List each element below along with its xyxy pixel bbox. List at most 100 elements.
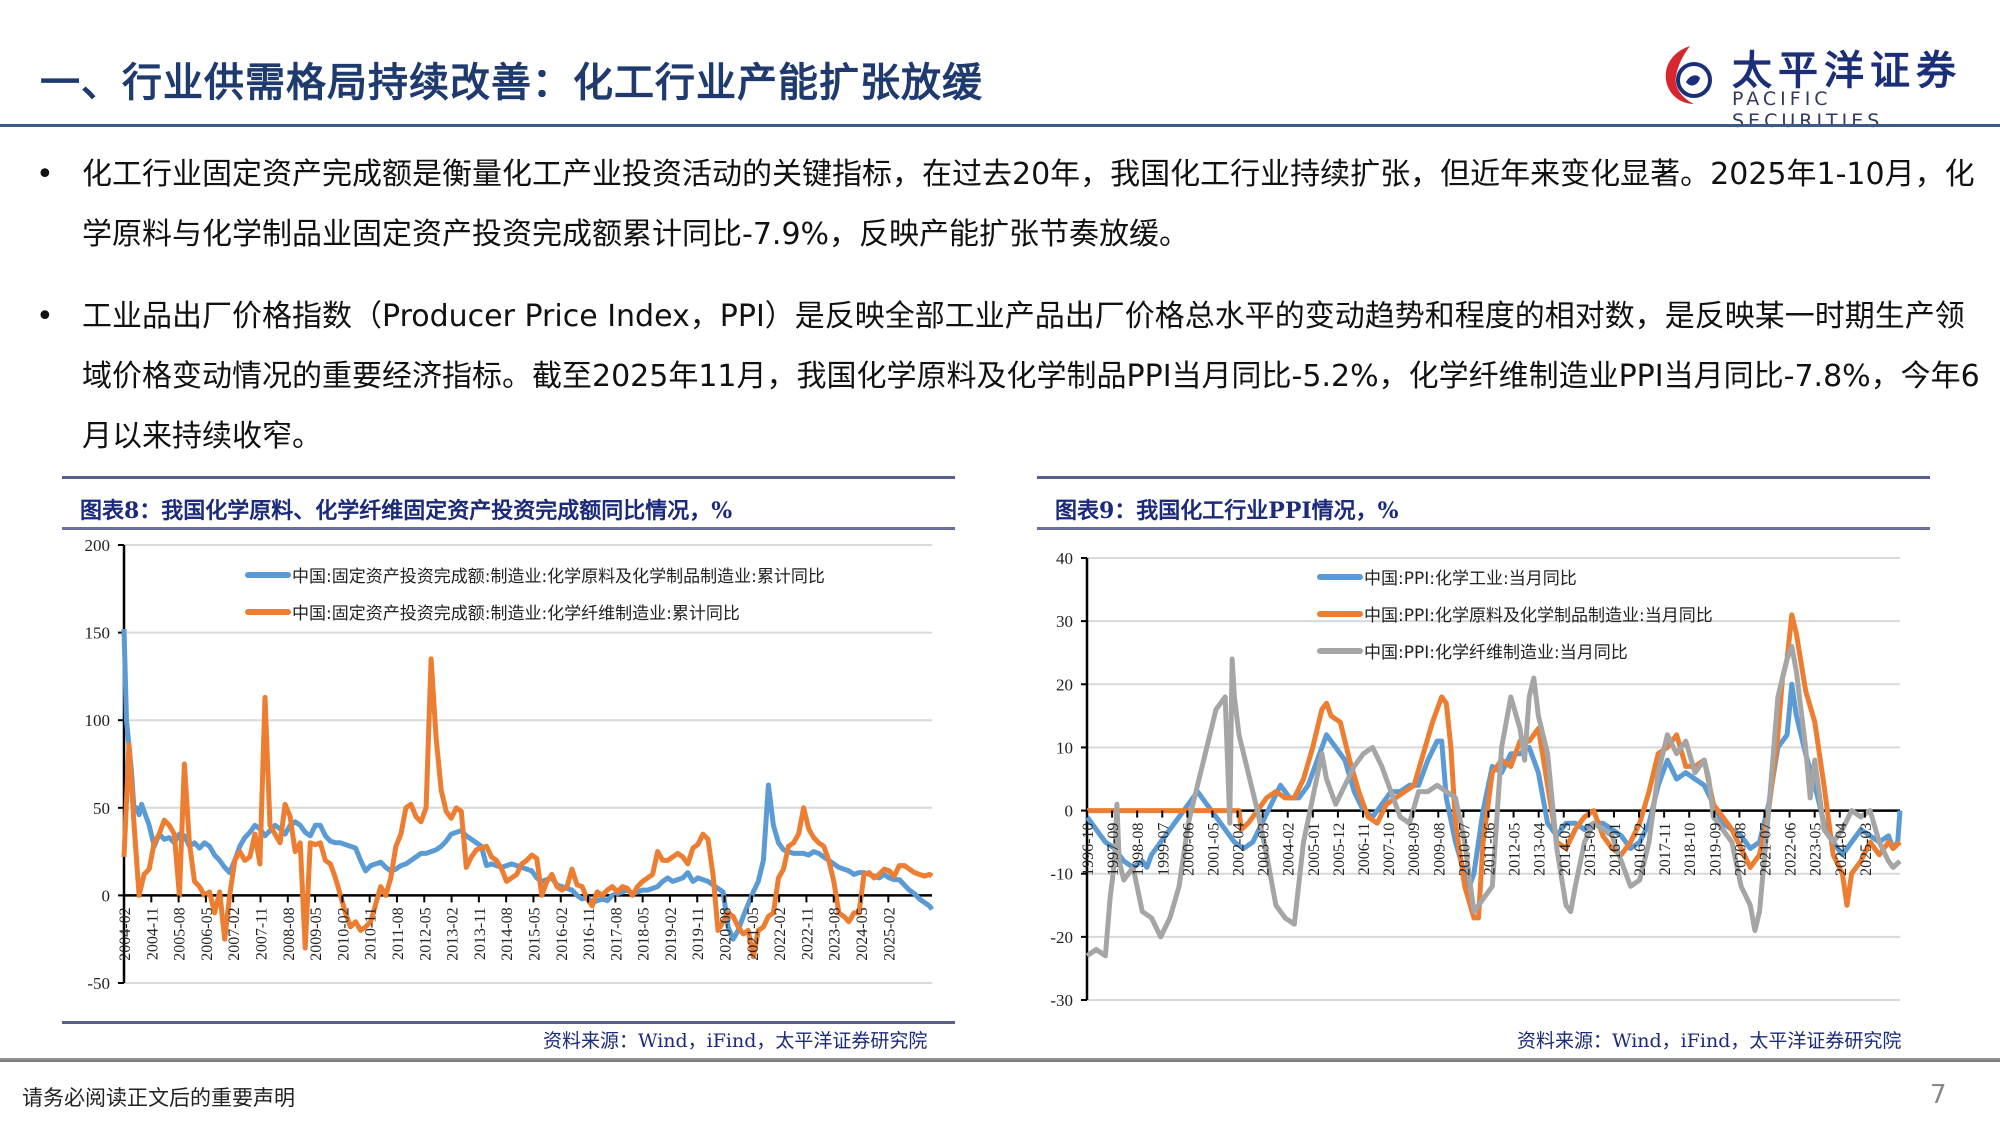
bullet-dot-icon: • xyxy=(36,157,54,192)
x-tick-label: 2024-05 xyxy=(854,907,871,960)
x-tick-label: 2002-04 xyxy=(1231,823,1248,876)
x-tick-label: 2016-02 xyxy=(554,907,571,960)
x-tick-label: 2014-08 xyxy=(499,907,516,960)
bullet-list: • 化工行业固定资产完成额是衡量化工产业投资活动的关键指标，在过去20年，我国化… xyxy=(30,145,1980,467)
x-tick-label: 2015-02 xyxy=(1582,823,1599,876)
x-tick-label: 2010-02 xyxy=(335,907,352,960)
x-tick-label: 2008-09 xyxy=(1406,823,1423,876)
x-tick-label: 2012-05 xyxy=(1507,823,1524,876)
chart-source: 资料来源：Wind，iFind，太平洋证券研究院 xyxy=(1517,1030,1902,1052)
x-tick-label: 2018-10 xyxy=(1682,823,1699,876)
series-line-2 xyxy=(1085,643,1902,959)
chart-panel-8: 图表8：我国化学原料、化学纤维固定资产投资完成额同比情况，% xyxy=(62,476,955,530)
x-tick-label: 2004-11 xyxy=(144,907,161,960)
x-tick-label: 2018-05 xyxy=(636,907,653,960)
x-tick-label: 2011-08 xyxy=(390,907,407,960)
x-tick-label: 2003-03 xyxy=(1256,823,1273,876)
x-tick-label: 2024-04 xyxy=(1833,823,1850,876)
y-tick-label: -20 xyxy=(1050,928,1073,947)
chart-9-chemical-ppi: 40 30 20 10 0 -10 -20 -30 1996-10 1997-09 1998-08 1… xyxy=(1050,549,1903,1010)
x-tick-label: 2020-08 xyxy=(718,907,735,960)
chart-title: 图表9：我国化工行业PPI情况，% xyxy=(1055,498,1399,524)
x-tick-label: 2011-06 xyxy=(1481,823,1498,876)
x-tick-label: 2019-02 xyxy=(663,907,680,960)
x-tick-label: 2022-11 xyxy=(799,907,816,960)
x-tick-label: 2010-07 xyxy=(1456,823,1473,876)
bullet-dot-icon: • xyxy=(36,299,54,334)
y-tick-label: 0 xyxy=(1065,802,1074,821)
legend-label: 中国:PPI:化学工业:当月同比 xyxy=(1364,569,1577,589)
x-tick-label: 2006-11 xyxy=(1356,823,1373,876)
bullet-text: 工业品出厂价格指数（Producer Price Index，PPI）是反映全部… xyxy=(82,299,1980,454)
x-tick-label: 2019-09 xyxy=(1707,823,1724,876)
bullet-text: 化工行业固定资产完成额是衡量化工产业投资活动的关键指标，在过去20年，我国化工行… xyxy=(82,157,1975,252)
x-tick-label: 2023-08 xyxy=(827,907,844,960)
x-tick-label: 2019-11 xyxy=(690,907,707,960)
x-tick-label: 2017-11 xyxy=(1657,823,1674,876)
x-tick-label: 2013-11 xyxy=(472,907,489,960)
x-tick-label: 2012-05 xyxy=(417,907,434,960)
chart-title: 图表8：我国化学原料、化学纤维固定资产投资完成额同比情况，% xyxy=(80,498,733,524)
bullet-item: • 化工行业固定资产完成额是衡量化工产业投资活动的关键指标，在过去20年，我国化… xyxy=(30,145,1980,265)
x-tick-label: 2009-05 xyxy=(308,907,325,960)
y-tick-label: 200 xyxy=(85,536,111,555)
x-tick-label: 1996-10 xyxy=(1080,823,1097,876)
series-line-1 xyxy=(121,656,934,960)
y-tick-label: 40 xyxy=(1056,549,1073,568)
footer-disclaimer: 请务必阅读正文后的重要声明 xyxy=(22,1086,295,1110)
x-tick-label: 2025-02 xyxy=(881,907,898,960)
panel-title-rule xyxy=(1037,527,1930,530)
x-tick-label: 2016-01 xyxy=(1607,823,1624,876)
footer-divider xyxy=(0,1058,2000,1062)
panel-bottom-rule xyxy=(62,1021,955,1024)
y-tick-label: -10 xyxy=(1050,865,1073,884)
x-tick-label: 2021-07 xyxy=(1758,823,1775,876)
x-tick-label: 2022-06 xyxy=(1783,823,1800,876)
panel-top-rule xyxy=(62,476,955,479)
x-tick-label: 2006-05 xyxy=(199,907,216,960)
panel-top-rule xyxy=(1037,476,1930,479)
x-tick-label: 1999-07 xyxy=(1155,823,1172,876)
x-tick-label: 2013-02 xyxy=(445,907,462,960)
y-tick-label: -30 xyxy=(1050,991,1073,1010)
x-tick-label: 2009-08 xyxy=(1431,823,1448,876)
x-tick-label: 2023-05 xyxy=(1808,823,1825,876)
panel-title-rule xyxy=(62,527,955,530)
x-tick-label: 2007-02 xyxy=(226,907,243,960)
legend-label: 中国:固定资产投资完成额:制造业:化学纤维制造业:累计同比 xyxy=(292,604,740,624)
x-tick-label: 2017-08 xyxy=(608,907,625,960)
chart-8-fixed-asset-investment: 200 150 100 50 0 -50 2004-02 2004-11 2005-08 2006… xyxy=(85,536,935,993)
pacific-securities-logo-icon xyxy=(1665,46,1712,104)
chart-panel-9: 图表9：我国化工行业PPI情况，% xyxy=(1037,476,1930,530)
x-tick-label: 2008-08 xyxy=(281,907,298,960)
x-tick-label: 2007-11 xyxy=(253,907,270,960)
x-tick-label: 2004-02 xyxy=(1281,823,1298,876)
header-divider xyxy=(0,124,2000,127)
y-tick-label: 0 xyxy=(102,886,111,905)
y-tick-label: 150 xyxy=(85,624,111,643)
page-number: 7 xyxy=(1930,1080,1947,1110)
chart-source: 资料来源：Wind，iFind，太平洋证券研究院 xyxy=(543,1030,928,1052)
page-title: 一、行业供需格局持续改善：化工行业产能扩张放缓 xyxy=(40,60,983,106)
legend-label: 中国:PPI:化学原料及化学制品制造业:当月同比 xyxy=(1364,606,1713,626)
x-tick-label: 1997-09 xyxy=(1105,823,1122,876)
y-tick-label: 30 xyxy=(1056,612,1073,631)
x-tick-label: 1998-08 xyxy=(1130,823,1147,876)
x-tick-label: 2014-03 xyxy=(1557,823,1574,876)
x-tick-label: 2021-05 xyxy=(745,907,762,960)
x-tick-label: 2007-10 xyxy=(1381,823,1398,876)
x-tick-label: 2013-04 xyxy=(1532,823,1549,876)
y-tick-label: 10 xyxy=(1056,738,1073,757)
x-tick-label: 2016-11 xyxy=(581,907,598,960)
y-tick-label: 100 xyxy=(85,711,111,730)
x-tick-label: 2010-11 xyxy=(363,907,380,960)
x-tick-label: 2001-05 xyxy=(1205,823,1222,876)
x-tick-label: 2025-03 xyxy=(1858,823,1875,876)
y-tick-label: -50 xyxy=(87,974,110,993)
x-tick-label: 2000-06 xyxy=(1180,823,1197,876)
legend-label: 中国:固定资产投资完成额:制造业:化学原料及化学制品制造业:累计同比 xyxy=(292,567,825,587)
y-tick-label: 20 xyxy=(1056,675,1073,694)
x-tick-label: 2005-01 xyxy=(1306,823,1323,876)
logo-name-cn: 太平洋证券 xyxy=(1732,48,1962,94)
x-tick-label: 2005-08 xyxy=(172,907,189,960)
